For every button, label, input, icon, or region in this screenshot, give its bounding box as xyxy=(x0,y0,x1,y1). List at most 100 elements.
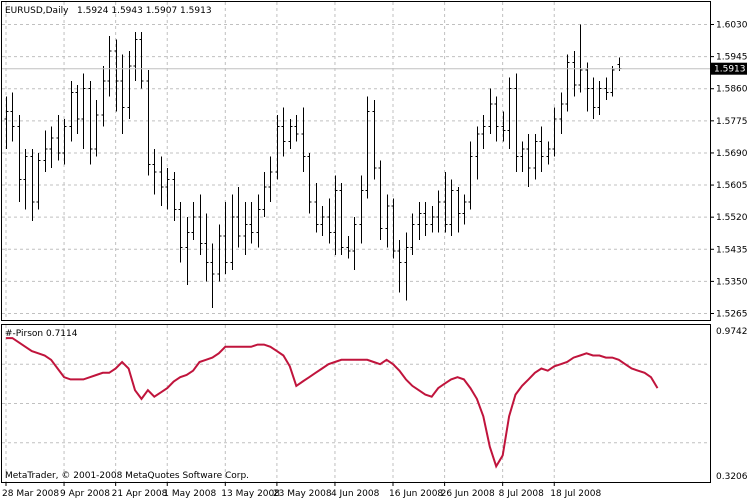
ohlc-bar xyxy=(391,198,396,259)
ohlc-bar xyxy=(172,171,177,221)
ohlc-bar xyxy=(185,217,190,286)
ohlc-bar xyxy=(565,54,570,112)
ohlc-bar xyxy=(217,224,222,282)
price-axis: 1.6030 1.5945 1.5860 1.5775 1.5690 1.5605 1.55… xyxy=(710,21,748,320)
ohlc-bar xyxy=(456,186,461,233)
ohlc-bar xyxy=(346,236,351,259)
ohlc-bar xyxy=(410,213,415,255)
ohlc-bar xyxy=(10,92,15,142)
ohlc-bar xyxy=(559,92,564,135)
ohlc-bar xyxy=(436,190,441,233)
ohlc-bar xyxy=(230,194,235,271)
ohlc-bar xyxy=(352,217,357,271)
ohlc-bar xyxy=(385,194,390,248)
ohlc-bar xyxy=(591,77,596,119)
ohlc-bar xyxy=(127,50,132,119)
ohlc-bar xyxy=(49,126,54,169)
ohlc-bar xyxy=(75,84,80,135)
ohlc-bar xyxy=(281,107,286,157)
price-tick-label: 1.5860 xyxy=(716,85,748,95)
ohlc-bar xyxy=(275,115,280,180)
time-axis-label: 4 Jun 2008 xyxy=(331,489,380,499)
ohlc-bar xyxy=(69,81,74,142)
ohlc-bar xyxy=(552,107,557,157)
ohlc-bar xyxy=(475,126,480,180)
ohlc-bar xyxy=(223,202,228,274)
ohlc-bar xyxy=(520,141,525,172)
ohlc-bar xyxy=(249,202,254,244)
ohlc-bar xyxy=(610,66,615,97)
ohlc-bar xyxy=(514,73,519,172)
price-bars xyxy=(4,24,622,308)
ohlc-bar xyxy=(404,232,409,301)
ohlc-bar xyxy=(539,126,544,172)
ohlc-bar xyxy=(120,54,125,135)
ohlc-bar xyxy=(256,194,261,248)
ohlc-bar xyxy=(443,171,448,233)
ohlc-bar xyxy=(468,141,473,210)
ohlc-bar xyxy=(604,77,609,101)
ohlc-bar xyxy=(210,243,215,308)
ohlc-bar xyxy=(268,156,273,203)
ohlc-bar xyxy=(62,118,67,165)
indicator-axis-bottom: 0.3206 xyxy=(716,472,748,482)
ohlc-bar xyxy=(339,183,344,255)
ohlc-bar xyxy=(507,77,512,150)
symbol-label: EURUSD,Daily xyxy=(5,6,69,16)
ohlc-bar xyxy=(526,134,531,187)
ohlc-bar xyxy=(372,100,377,180)
time-axis-label: 13 May 2008 xyxy=(221,489,280,499)
ohlc-bar xyxy=(288,118,293,150)
copyright-text: MetaTrader, © 2001-2008 MetaQuotes Softw… xyxy=(5,471,249,481)
ohlc-bar xyxy=(139,32,144,89)
ohlc-bar xyxy=(178,202,183,263)
ohlc-bar xyxy=(449,179,454,237)
time-axis-label: 21 Apr 2008 xyxy=(112,489,168,499)
price-tick-label: 1.5435 xyxy=(716,245,748,255)
ohlc-bar xyxy=(236,186,241,248)
time-axis-label: 1 May 2008 xyxy=(163,489,216,499)
ohlc-bar xyxy=(488,88,493,135)
ohlc-bar xyxy=(585,62,590,112)
ohlc-bar xyxy=(152,149,157,195)
ohlc-bar xyxy=(17,115,22,203)
ohlc-bar xyxy=(423,202,428,237)
ohlc-bar xyxy=(494,96,499,142)
ohlc-bar xyxy=(94,100,99,157)
ohlc-readout: 1.5924 1.5943 1.5907 1.5913 xyxy=(77,6,212,16)
ohlc-bar xyxy=(327,198,332,244)
ohlc-bar xyxy=(359,175,364,244)
ohlc-bar xyxy=(294,115,299,142)
ohlc-bar xyxy=(114,39,119,112)
ohlc-bar xyxy=(159,156,164,206)
ohlc-bar xyxy=(430,205,435,233)
current-price-label: 1.5913 xyxy=(714,65,746,75)
price-tick-label: 1.5690 xyxy=(716,149,748,159)
ohlc-bar xyxy=(146,69,151,176)
ohlc-bar xyxy=(597,81,602,116)
ohlc-bar xyxy=(88,81,93,165)
ohlc-bar xyxy=(81,73,86,150)
ohlc-bar xyxy=(572,50,577,97)
ohlc-bar xyxy=(165,168,170,210)
ohlc-bar xyxy=(133,32,138,82)
time-axis-label: 26 Jun 2008 xyxy=(441,489,495,499)
ohlc-bar xyxy=(546,141,551,165)
time-axis-label: 8 Jul 2008 xyxy=(499,489,544,499)
ohlc-bar xyxy=(30,149,35,221)
price-tick-label: 1.5520 xyxy=(716,213,748,223)
ohlc-bar xyxy=(462,194,467,225)
ohlc-bar xyxy=(320,205,325,237)
price-tick-label: 1.5605 xyxy=(716,181,748,191)
ohlc-bar xyxy=(262,171,267,218)
ohlc-bar xyxy=(307,152,312,214)
indicator-pane-frame xyxy=(1,324,711,483)
ohlc-bar xyxy=(397,239,402,293)
ohlc-bar xyxy=(301,107,306,172)
price-tick-label: 1.5350 xyxy=(716,277,748,287)
ohlc-bar xyxy=(56,115,61,161)
price-pane-frame xyxy=(1,1,711,321)
ohlc-bar xyxy=(378,160,383,240)
